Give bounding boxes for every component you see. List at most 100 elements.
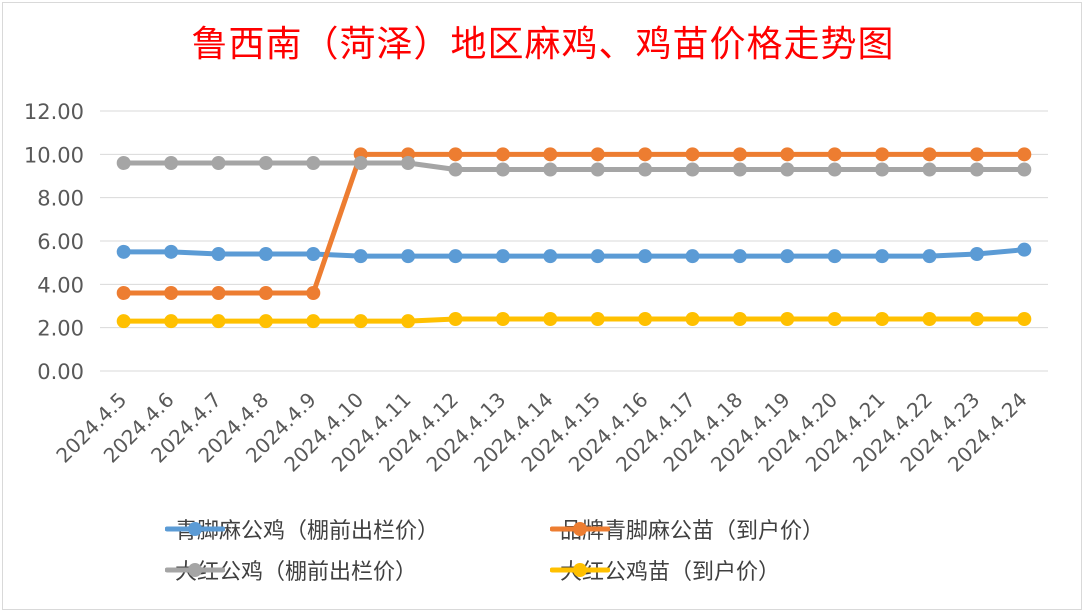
data-point (164, 286, 179, 300)
data-point (448, 162, 463, 177)
data-point (164, 244, 179, 259)
data-point (306, 286, 321, 300)
y-tick-label: 4.00 (37, 273, 84, 297)
data-point (543, 162, 558, 177)
y-tick-label: 6.00 (37, 230, 84, 254)
data-point (258, 247, 273, 261)
data-point (685, 162, 700, 177)
data-point (827, 249, 842, 264)
data-point (732, 162, 747, 177)
data-point (638, 312, 653, 326)
data-point (590, 312, 605, 326)
data-point (875, 147, 890, 162)
data-point (590, 162, 605, 177)
legend-swatch (165, 522, 225, 536)
data-point (401, 156, 416, 170)
series-line-0 (121, 247, 1027, 259)
data-point (685, 147, 700, 162)
data-point (164, 314, 179, 329)
data-point (780, 312, 795, 326)
data-point (495, 147, 510, 162)
data-point (780, 162, 795, 177)
data-point (638, 147, 653, 162)
y-tick-label: 10.00 (24, 143, 84, 167)
legend-swatch (550, 563, 610, 577)
data-point (164, 156, 179, 170)
series-line-2 (121, 160, 1027, 172)
data-point (116, 314, 131, 329)
data-point (780, 147, 795, 162)
data-point (353, 249, 368, 264)
data-point (306, 314, 321, 329)
data-point (827, 162, 842, 177)
data-point (732, 312, 747, 326)
data-point (969, 162, 984, 177)
data-point (211, 286, 226, 300)
data-point (732, 147, 747, 162)
data-point (543, 249, 558, 264)
legend-item-3: 大红公鸡苗（到户价） (550, 555, 780, 585)
data-point (401, 249, 416, 264)
y-tick-label: 0.00 (37, 360, 84, 384)
data-point (875, 312, 890, 326)
data-point (306, 247, 321, 261)
legend-swatch (550, 522, 610, 536)
data-point (306, 156, 321, 170)
y-tick-label: 2.00 (37, 317, 84, 341)
data-point (401, 314, 416, 329)
data-point (685, 312, 700, 326)
data-point (211, 247, 226, 261)
data-point (116, 286, 131, 300)
data-point (1017, 312, 1032, 326)
data-point (875, 162, 890, 177)
data-point (495, 162, 510, 177)
data-point (116, 244, 131, 259)
data-point (638, 162, 653, 177)
data-point (922, 147, 937, 162)
data-point (543, 147, 558, 162)
data-point (211, 314, 226, 329)
legend-item-1: 品牌青脚麻公苗（到户价） (550, 514, 824, 544)
data-point (827, 312, 842, 326)
data-point (590, 249, 605, 264)
legend-item-0: 青脚麻公鸡（棚前出栏价） (165, 514, 439, 544)
data-point (875, 249, 890, 264)
data-point (448, 147, 463, 162)
data-point (969, 312, 984, 326)
data-point (638, 249, 653, 264)
data-point (685, 249, 700, 264)
legend-item-2: 大红公鸡（棚前出栏价） (165, 555, 417, 585)
data-point (258, 314, 273, 329)
data-point (116, 156, 131, 170)
data-point (353, 314, 368, 329)
legend-swatch (165, 563, 225, 577)
data-point (448, 249, 463, 264)
data-point (922, 312, 937, 326)
data-point (969, 247, 984, 261)
data-point (969, 147, 984, 162)
data-point (258, 286, 273, 300)
data-point (922, 162, 937, 177)
data-point (827, 147, 842, 162)
data-point (1017, 242, 1032, 257)
y-tick-label: 8.00 (37, 187, 84, 211)
chart-title: 鲁西南（菏泽）地区麻鸡、鸡苗价格走势图 (191, 24, 895, 65)
data-point (211, 156, 226, 170)
data-point (353, 156, 368, 170)
data-point (780, 249, 795, 264)
series-line-3 (121, 316, 1027, 324)
data-point (258, 156, 273, 170)
data-point (1017, 162, 1032, 177)
data-point (732, 249, 747, 264)
y-tick-label: 12.00 (24, 100, 84, 124)
data-point (543, 312, 558, 326)
data-point (495, 312, 510, 326)
data-point (495, 249, 510, 264)
data-point (448, 312, 463, 326)
series-line-1 (121, 151, 1027, 296)
data-point (590, 147, 605, 162)
data-point (1017, 147, 1032, 162)
data-point (922, 249, 937, 264)
